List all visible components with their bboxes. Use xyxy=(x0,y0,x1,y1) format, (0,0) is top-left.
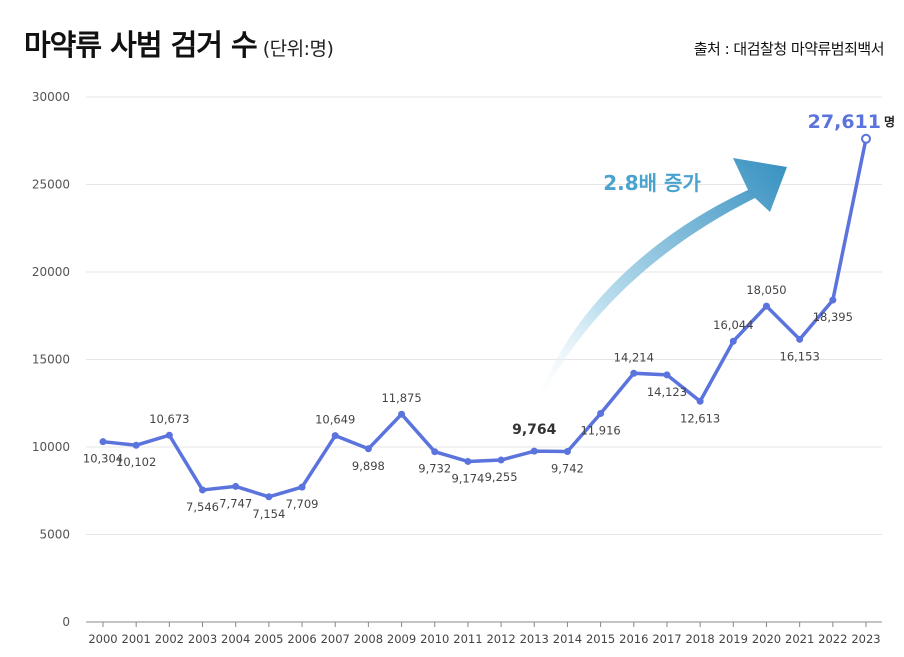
data-point xyxy=(497,456,505,464)
x-tick-label: 2012 xyxy=(486,632,515,646)
data-point xyxy=(132,441,140,449)
x-tick-label: 2021 xyxy=(785,632,814,646)
data-point xyxy=(597,409,605,417)
y-tick-label: 5000 xyxy=(39,528,70,542)
data-label: 11,875 xyxy=(381,391,421,405)
data-point xyxy=(398,410,406,418)
data-point xyxy=(663,371,671,379)
y-tick-label: 25000 xyxy=(32,178,70,192)
data-point xyxy=(298,483,306,491)
data-point xyxy=(464,457,472,465)
x-tick-label: 2006 xyxy=(287,632,316,646)
source-note: 출처 : 대검찰청 마약류범죄백서 xyxy=(693,40,885,58)
data-label: 27,611 xyxy=(808,111,881,133)
data-label: 16,044 xyxy=(713,318,753,332)
x-tick-label: 2008 xyxy=(354,632,383,646)
x-tick-label: 2003 xyxy=(188,632,217,646)
data-point xyxy=(165,431,173,439)
data-point xyxy=(796,335,804,343)
data-label: 9,742 xyxy=(551,462,584,476)
data-point xyxy=(99,438,107,446)
data-label: 11,916 xyxy=(580,423,620,437)
data-point xyxy=(331,432,339,440)
x-tick-label: 2014 xyxy=(553,632,582,646)
data-point xyxy=(232,482,240,490)
data-point xyxy=(829,296,837,304)
growth-arrow xyxy=(535,158,787,410)
x-tick-label: 2002 xyxy=(155,632,184,646)
data-point xyxy=(364,445,372,453)
data-point xyxy=(630,369,638,377)
data-label: 14,214 xyxy=(614,350,654,364)
data-label-suffix: 명 xyxy=(884,115,895,129)
y-tick-label: 30000 xyxy=(32,90,70,104)
data-point xyxy=(431,448,439,456)
x-tick-label: 2010 xyxy=(420,632,449,646)
data-point xyxy=(530,447,538,455)
data-label: 10,304 xyxy=(83,452,123,466)
data-label: 10,102 xyxy=(116,455,156,469)
data-label: 9,764 xyxy=(512,422,557,438)
x-tick-label: 2023 xyxy=(851,632,880,646)
x-tick-label: 2005 xyxy=(254,632,283,646)
y-tick-label: 15000 xyxy=(32,353,70,367)
data-point xyxy=(696,397,704,405)
x-tick-label: 2019 xyxy=(719,632,748,646)
series xyxy=(99,133,871,501)
data-label: 7,546 xyxy=(186,500,219,514)
data-label: 12,613 xyxy=(680,411,720,425)
x-tick-label: 2015 xyxy=(586,632,615,646)
growth-annotation: 2.8배 증가 xyxy=(603,171,701,195)
data-label: 10,649 xyxy=(315,413,355,427)
x-tick-label: 2013 xyxy=(520,632,549,646)
x-tick-label: 2004 xyxy=(221,632,250,646)
x-tick-label: 2022 xyxy=(818,632,847,646)
data-point xyxy=(265,493,273,501)
x-tick-label: 2016 xyxy=(619,632,648,646)
x-tick-label: 2011 xyxy=(453,632,482,646)
x-tick-label: 2007 xyxy=(321,632,350,646)
y-tick-label: 20000 xyxy=(32,265,70,279)
data-point xyxy=(199,486,207,494)
data-label: 18,395 xyxy=(813,310,853,324)
x-tick-label: 2009 xyxy=(387,632,416,646)
x-tick-label: 2020 xyxy=(752,632,781,646)
y-tick-label: 10000 xyxy=(32,440,70,454)
data-label: 9,898 xyxy=(352,459,385,473)
data-label: 18,050 xyxy=(746,283,786,297)
data-label: 10,673 xyxy=(149,412,189,426)
x-tick-label: 2018 xyxy=(685,632,714,646)
data-point xyxy=(729,337,737,345)
data-label: 14,123 xyxy=(647,385,687,399)
page-title: 마약류 사범 검거 수 xyxy=(24,28,258,62)
unit-label: (단위:명) xyxy=(262,38,334,60)
axes: 0 5000 10000 15000 20000 25000 30000 2000 2001 20… xyxy=(32,90,882,646)
x-tick-label: 2000 xyxy=(88,632,117,646)
y-tick-label: 0 xyxy=(62,615,70,629)
x-tick-label: 2001 xyxy=(122,632,151,646)
data-label: 9,174 xyxy=(451,471,484,485)
series-line xyxy=(101,137,868,499)
grid xyxy=(86,96,882,535)
data-label: 7,709 xyxy=(286,497,319,511)
data-point xyxy=(563,448,571,456)
data-label: 7,154 xyxy=(252,507,285,521)
x-tick-label: 2017 xyxy=(652,632,681,646)
data-label: 9,732 xyxy=(418,462,451,476)
data-label: 16,153 xyxy=(780,349,820,363)
data-point xyxy=(861,133,871,144)
data-point xyxy=(762,302,770,310)
data-label: 9,255 xyxy=(485,470,518,484)
data-label: 7,747 xyxy=(219,496,252,510)
chart-title-block: 마약류 사범 검거 수 (단위:명) xyxy=(24,22,334,64)
